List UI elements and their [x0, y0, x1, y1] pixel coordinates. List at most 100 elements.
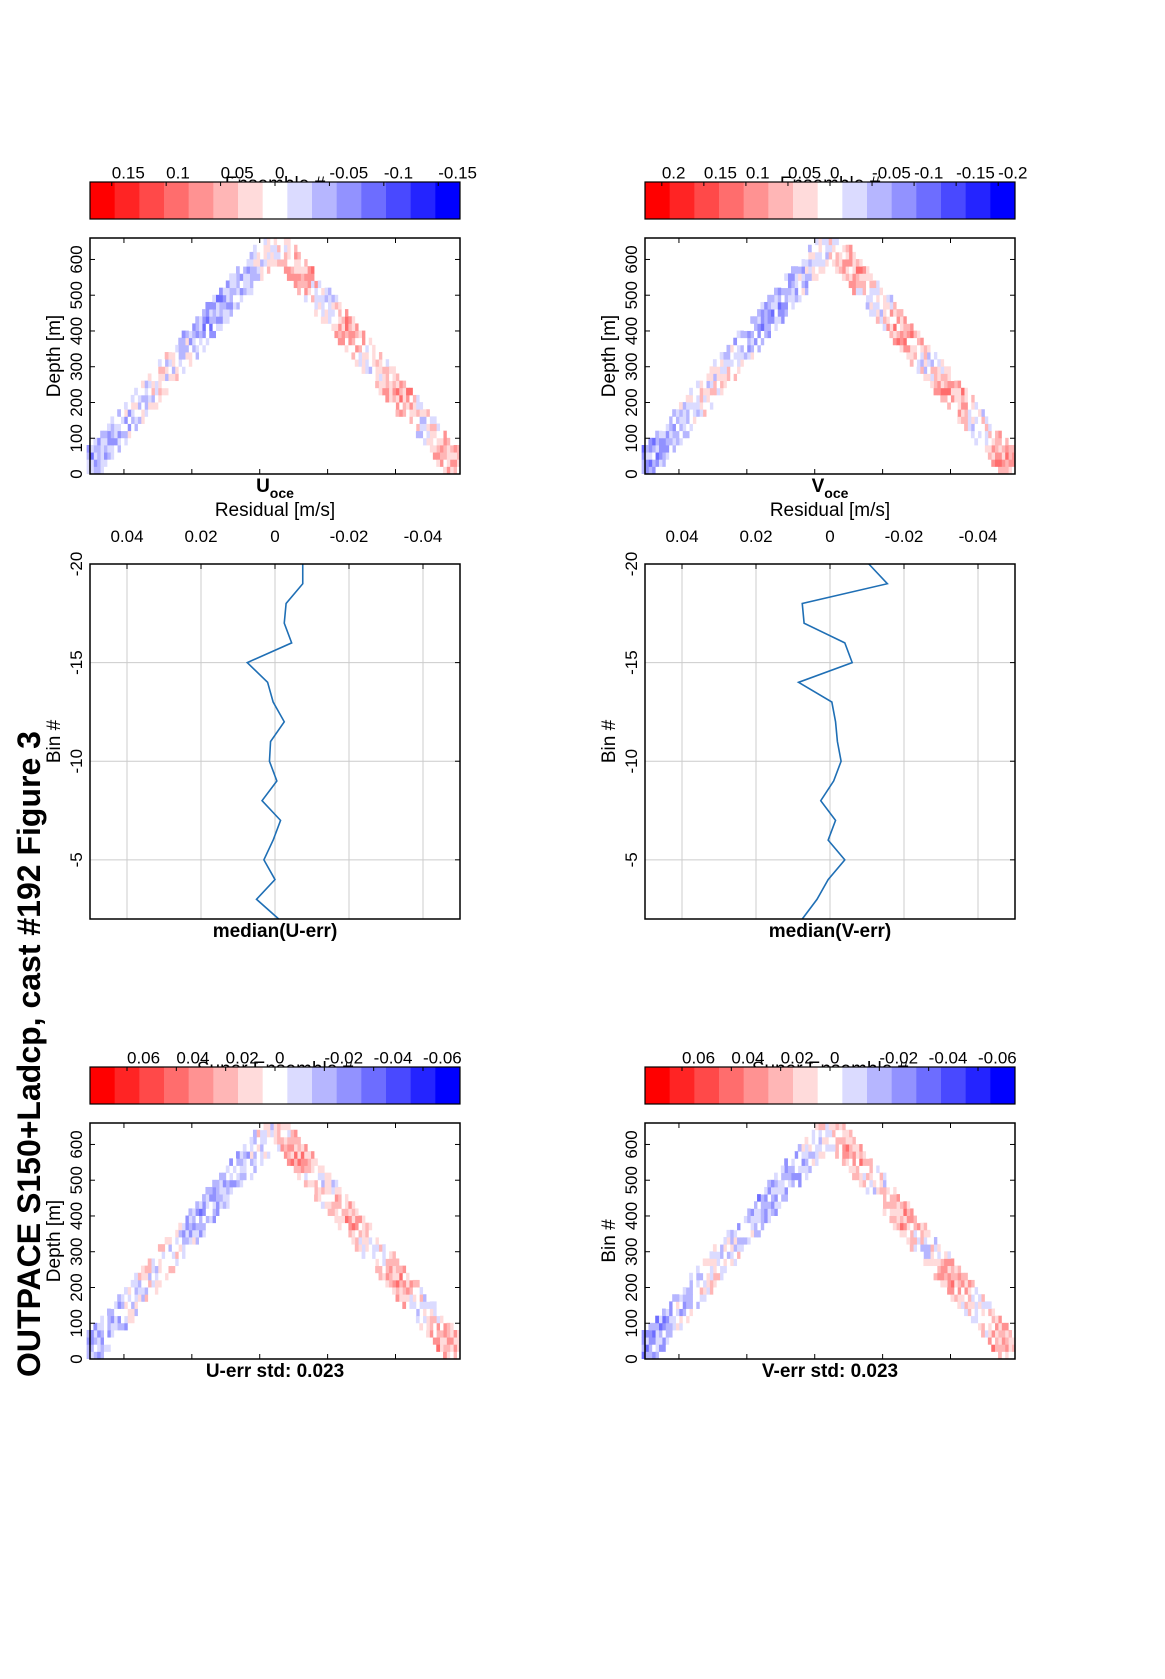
rotated-figure: OUTPACE S150+Ladcp, cast #192 Figure 3 0…	[11, 163, 1027, 1382]
heatmap-cell	[858, 1172, 863, 1181]
heatmap-cell	[415, 416, 420, 424]
heatmap-cell	[436, 459, 441, 467]
heatmap-cell	[964, 1308, 968, 1317]
heatmap-cell	[675, 1294, 680, 1302]
heatmap-cell	[381, 1258, 386, 1267]
colorbar-swatch	[188, 182, 214, 219]
heatmap-cell	[297, 280, 301, 289]
heatmap-cell	[760, 1208, 765, 1216]
heatmap-cell	[191, 1237, 196, 1245]
heatmap-cell	[375, 344, 379, 353]
heatmap-cell	[757, 1201, 761, 1209]
heatmap-cell	[899, 1215, 904, 1224]
heatmap-cell	[936, 359, 941, 367]
heatmap-cell	[801, 273, 805, 281]
heatmap-cell	[841, 244, 846, 253]
heatmap-cell	[415, 1287, 420, 1295]
heatmap-cell	[432, 1329, 437, 1338]
heatmap-cell	[171, 1229, 176, 1238]
heatmap-cell	[368, 359, 373, 367]
heatmap-cell	[845, 273, 850, 281]
heatmap-cell	[804, 1172, 809, 1181]
heatmap-cell	[246, 266, 250, 274]
colorbar-u-err: 0.06 0.04 0.02 0 -0.02 -0.04 -0.06	[89, 1048, 462, 1105]
heatmap-cell	[787, 1179, 792, 1188]
heatmap-cell	[174, 1258, 179, 1267]
heatmap-cell	[117, 1315, 121, 1324]
heatmap-cell	[310, 280, 315, 289]
heatmap-cell	[174, 1229, 179, 1238]
heatmap-cell	[293, 244, 298, 253]
heatmap-cell	[780, 301, 785, 310]
heatmap-cell	[953, 409, 958, 417]
heatmap-cell	[235, 266, 240, 274]
heatmap-cell	[252, 1165, 257, 1174]
heatmap-cell	[991, 1308, 996, 1317]
colorbar-swatch	[916, 182, 942, 219]
heatmap-cell	[672, 423, 676, 432]
heatmap-cell	[967, 416, 972, 424]
heatmap-cell	[219, 301, 223, 310]
heatmap-cell	[242, 1144, 247, 1152]
heatmap-cell	[449, 1322, 454, 1331]
colorbar-tick-label: 0.04	[176, 1048, 209, 1067]
heatmap-cell	[689, 1287, 693, 1295]
heatmap-cell	[229, 280, 233, 289]
panel-title-main: U-err std: 0.023	[206, 1361, 344, 1382]
heatmap-cell	[987, 1329, 992, 1338]
heatmap-cell	[780, 1186, 785, 1195]
heatmap-cell	[320, 316, 325, 324]
heatmap-cell	[320, 287, 325, 296]
heatmap-cell	[862, 273, 867, 281]
heatmap-cell	[375, 1251, 379, 1259]
heatmap-cell	[712, 387, 717, 396]
heatmap-cell	[439, 1344, 444, 1352]
heatmap-cell	[991, 423, 996, 432]
heatmap-cell	[746, 323, 751, 331]
heatmap-cell	[733, 337, 738, 346]
heatmap-cell	[750, 1201, 755, 1209]
heatmap-cell	[219, 1179, 223, 1188]
heatmap-cell	[191, 337, 196, 346]
heatmap-cell	[181, 1222, 186, 1231]
heatmap-cell	[283, 244, 288, 253]
heatmap-cell	[723, 359, 727, 367]
heatmap-cell	[743, 1244, 748, 1252]
heatmap-cell	[314, 1165, 318, 1174]
colorbar-swatch	[867, 182, 893, 219]
heatmap-cell	[855, 259, 860, 267]
heatmap-cell	[405, 402, 410, 410]
heatmap-cell	[699, 409, 704, 417]
heatmap-cell	[736, 1222, 741, 1231]
heatmap-cell	[950, 402, 955, 410]
heatmap-cell	[1008, 1329, 1012, 1338]
heatmap-cell	[443, 430, 447, 439]
heatmap-cell	[276, 1144, 281, 1152]
heatmap-cell	[658, 437, 663, 446]
heatmap-cell	[286, 259, 291, 267]
heatmap-cell	[344, 344, 349, 353]
heatmap-cell	[449, 437, 454, 446]
heatmap-cell	[378, 1265, 383, 1274]
heatmap-cell	[297, 259, 301, 267]
heatmap-cell	[252, 251, 257, 260]
heatmap-cell	[760, 330, 765, 339]
heatmap-cell	[378, 359, 383, 367]
heatmap-cell	[205, 323, 210, 331]
heatmap-cell	[981, 445, 985, 453]
heatmap-cell	[293, 266, 298, 274]
heatmap-cell	[889, 1186, 894, 1195]
heatmap-cell	[449, 1329, 454, 1338]
heatmap-cell	[432, 1301, 437, 1309]
heatmap-cell	[137, 387, 142, 396]
heatmap-cell	[222, 1186, 227, 1195]
heatmap-cell	[378, 1251, 383, 1259]
heatmap-cell	[252, 244, 257, 253]
heatmap-cell	[351, 323, 356, 331]
heatmap-cell	[174, 352, 179, 360]
heatmap-cell	[266, 266, 271, 274]
heatmap-cell	[395, 380, 400, 389]
heatmap-cell	[385, 1244, 390, 1252]
heatmap-cell	[222, 1172, 227, 1181]
heatmap-cell	[297, 1158, 301, 1166]
